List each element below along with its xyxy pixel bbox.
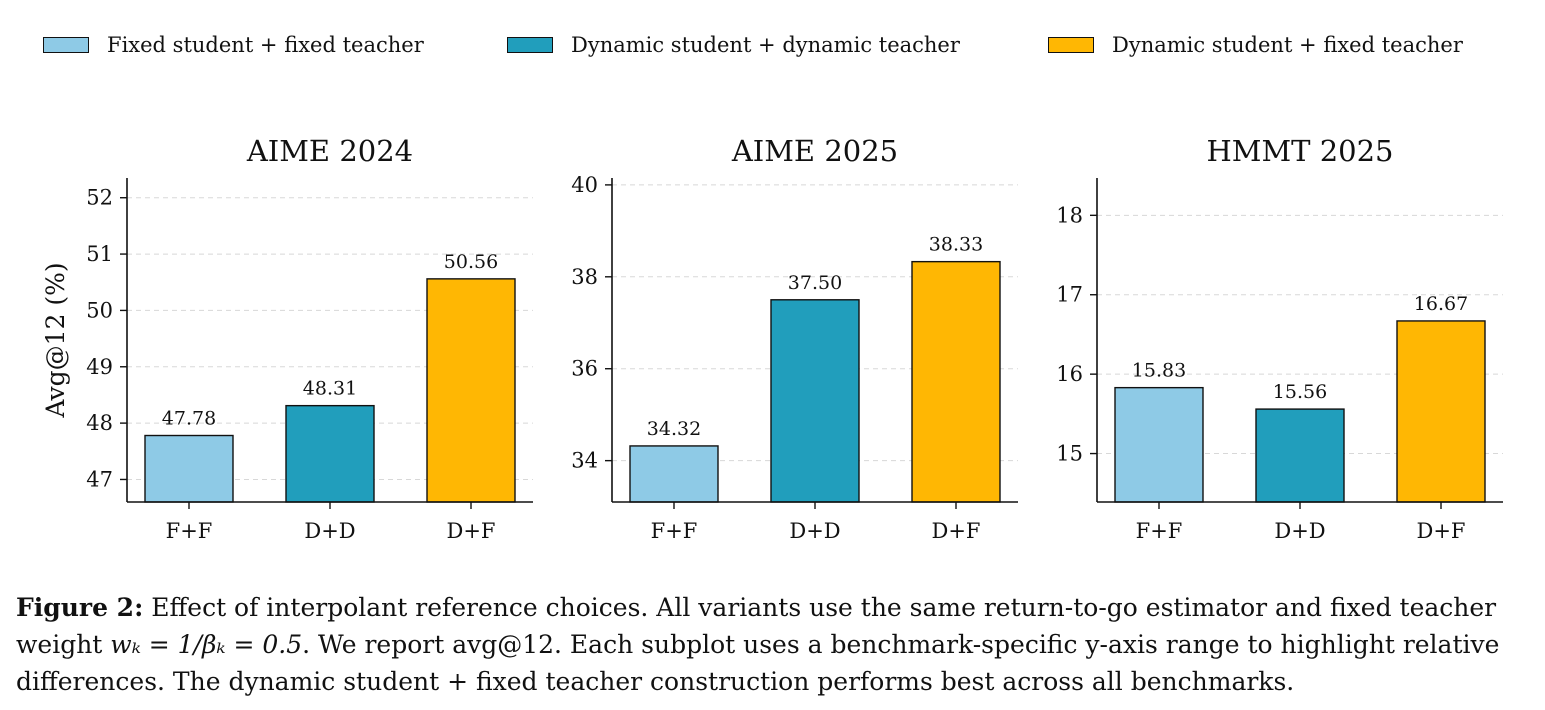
legend-swatch: [1048, 37, 1094, 53]
y-tick-label: 49: [86, 355, 113, 379]
data-label: 34.32: [647, 418, 701, 440]
y-tick-label: 34: [571, 449, 598, 473]
bar-D+F: [911, 260, 1001, 503]
data-label: 16.67: [1414, 293, 1468, 315]
data-label: 47.78: [162, 408, 216, 430]
legend-label: Dynamic student + fixed teacher: [1112, 33, 1463, 57]
legend: Fixed student + fixed teacher Dynamic st…: [0, 0, 1545, 90]
y-tick-label: 47: [86, 467, 113, 491]
y-tick-label: 38: [571, 265, 598, 289]
y-tick-label: 40: [571, 173, 598, 197]
chart-title: AIME 2025: [731, 134, 898, 168]
x-tick-label: D+D: [1274, 519, 1325, 543]
data-label: 38.33: [929, 234, 983, 256]
data-label: 15.56: [1273, 381, 1327, 403]
figure-caption: Figure 2: Effect of interpolant referenc…: [16, 589, 1536, 700]
y-tick-label: 18: [1056, 203, 1083, 227]
caption-text-end: . We report avg@12. Each subplot uses a …: [16, 630, 1500, 696]
charts-area: 47 48 49 50 51 52 47.78 F+F 48.31 D+D 50.56 D+F AIME…: [41, 134, 1503, 543]
legend-swatch: [43, 37, 89, 53]
data-label: 50.56: [444, 251, 498, 273]
legend-label: Dynamic student + dynamic teacher: [571, 33, 960, 57]
bar-F+F: [144, 434, 234, 503]
caption-label: Figure 2:: [16, 593, 144, 622]
x-tick-label: F+F: [1136, 519, 1183, 543]
data-label: 48.31: [303, 378, 357, 400]
bar-D+D: [770, 299, 860, 503]
caption-math: wₖ = 1/βₖ = 0.5: [110, 630, 303, 659]
x-tick-label: F+F: [166, 519, 213, 543]
y-tick-label: 16: [1056, 362, 1083, 386]
legend-item-dynamic-dynamic: Dynamic student + dynamic teacher: [507, 33, 960, 57]
bar-D+D: [1255, 408, 1345, 503]
y-tick-label: 36: [571, 357, 598, 381]
y-axis-label: Avg@12 (%): [41, 262, 70, 418]
x-tick-label: D+F: [931, 519, 980, 543]
x-tick-label: D+D: [789, 519, 840, 543]
data-label: 37.50: [788, 272, 842, 294]
y-tick-label: 50: [86, 298, 113, 322]
legend-swatch: [507, 37, 553, 53]
bar-F+F: [629, 445, 719, 503]
y-tick-label: 15: [1056, 442, 1083, 466]
bar-D+D: [285, 404, 375, 503]
caption-text: Effect of interpolant reference choices.…: [16, 593, 1497, 659]
data-label: 15.83: [1132, 360, 1186, 382]
y-tick-label: 48: [86, 411, 113, 435]
x-tick-label: D+F: [446, 519, 495, 543]
x-tick-label: F+F: [651, 519, 698, 543]
legend-label: Fixed student + fixed teacher: [107, 33, 424, 57]
x-tick-label: D+F: [1416, 519, 1465, 543]
y-tick-label: 51: [86, 242, 113, 266]
x-tick-label: D+D: [304, 519, 355, 543]
bar-D+F: [426, 278, 516, 503]
bar-F+F: [1114, 386, 1204, 503]
y-tick-label: 52: [86, 186, 113, 210]
y-tick-label: 17: [1056, 283, 1083, 307]
chart-title: HMMT 2025: [1206, 134, 1393, 168]
chart-title: AIME 2024: [246, 134, 413, 168]
legend-item-fixed-fixed: Fixed student + fixed teacher: [43, 33, 424, 57]
legend-item-dynamic-fixed: Dynamic student + fixed teacher: [1048, 33, 1463, 57]
bar-D+F: [1396, 320, 1486, 503]
